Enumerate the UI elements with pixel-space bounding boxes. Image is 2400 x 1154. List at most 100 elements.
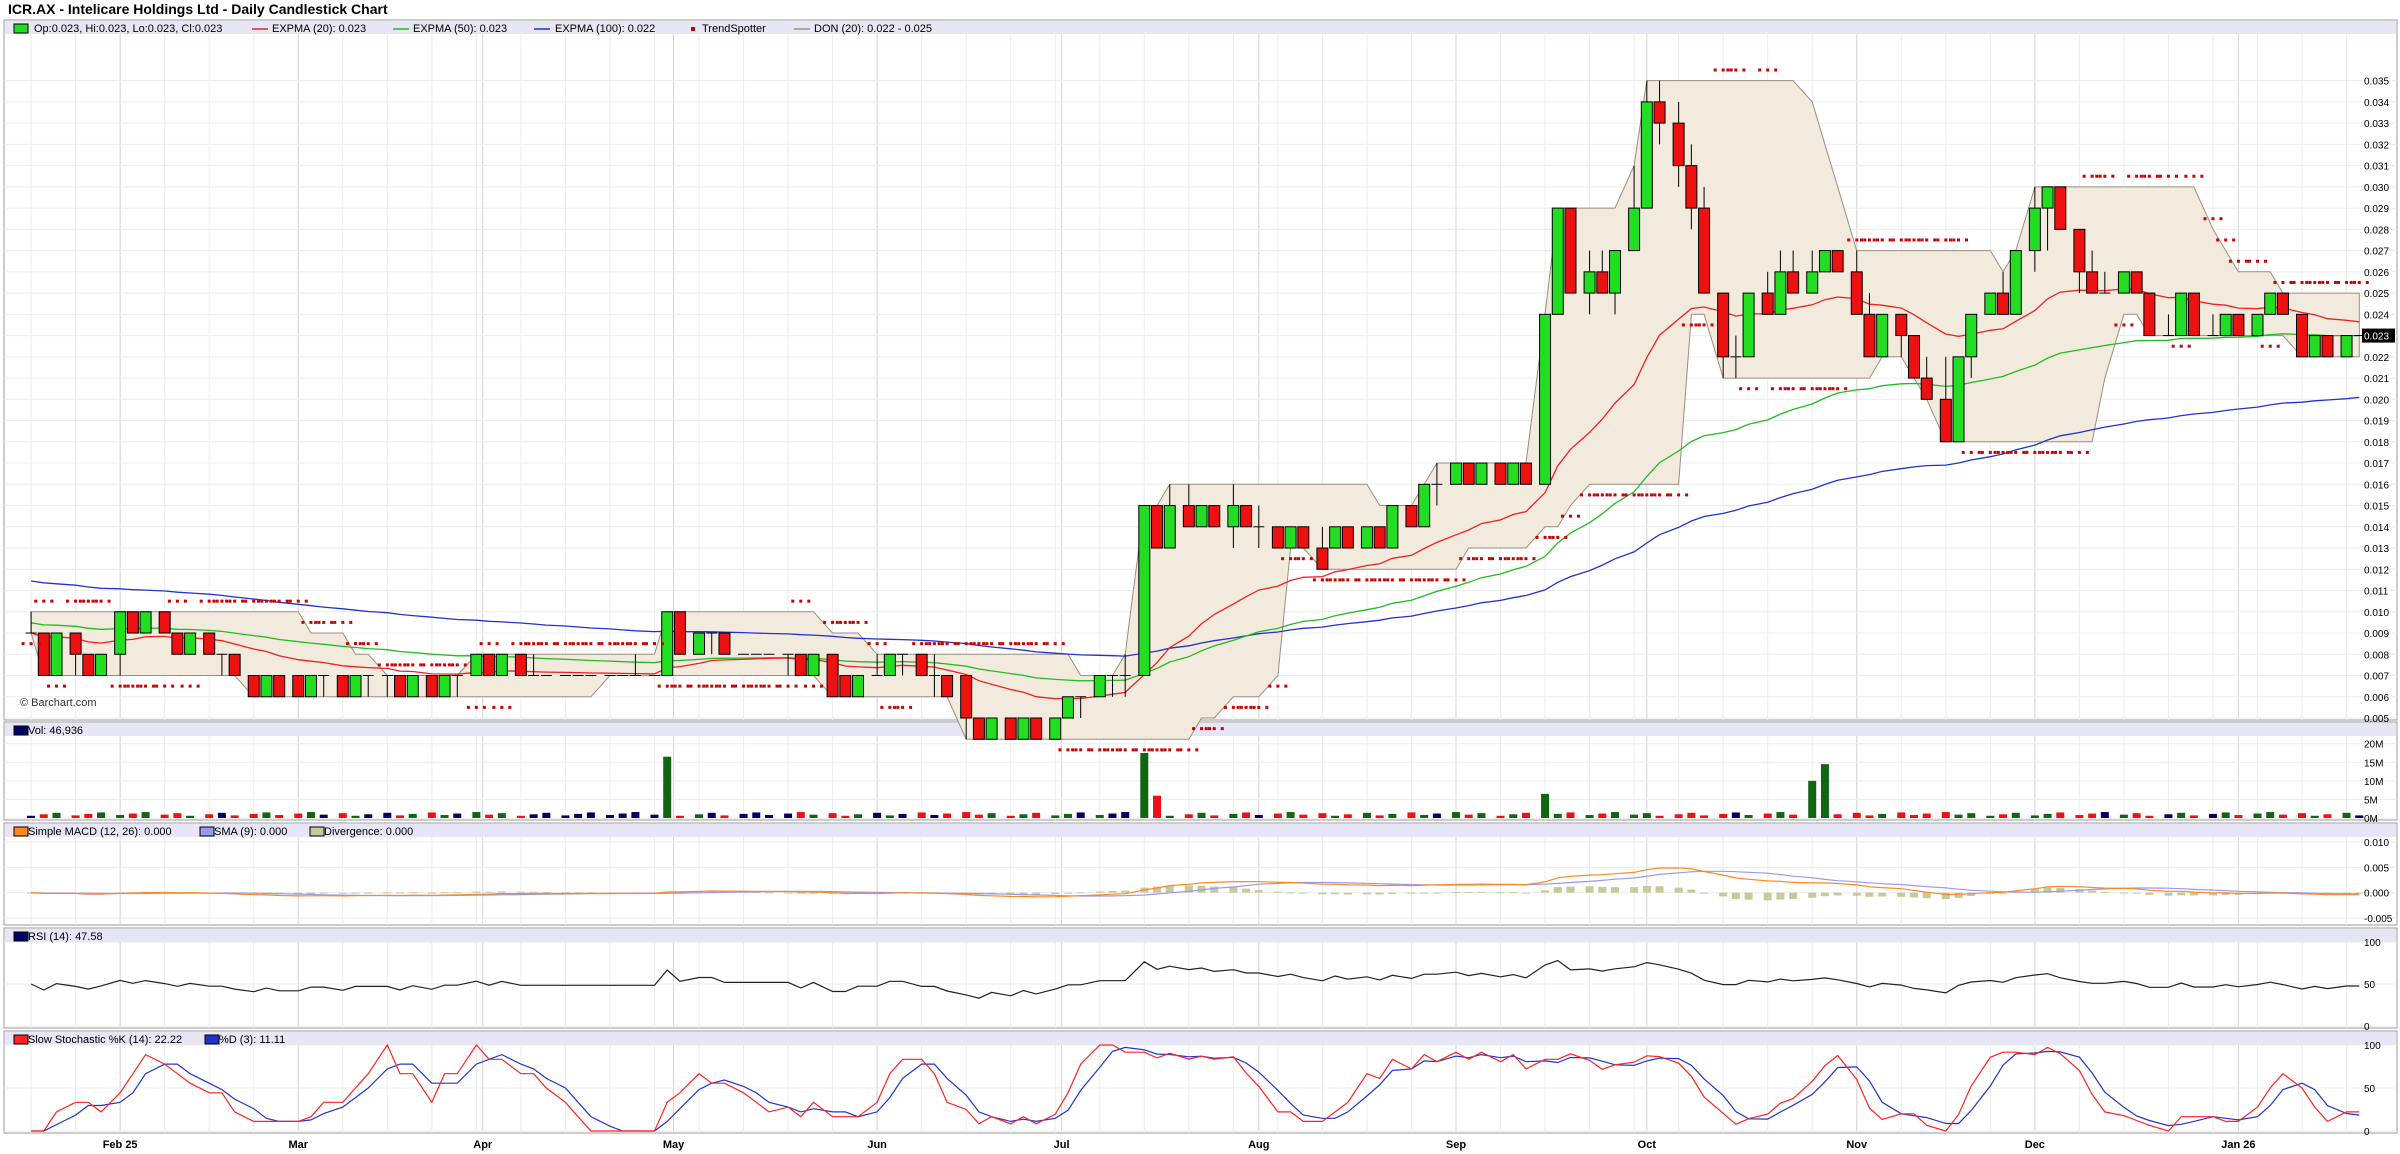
volume-bar (873, 812, 882, 818)
volume-bar (2355, 815, 2364, 818)
volume-bar (1897, 812, 1906, 818)
trendspotter-dot (1721, 68, 1725, 72)
trendspotter-dot (362, 642, 366, 646)
trendspotter-dot (2228, 259, 2232, 263)
trendspotter-dot (511, 642, 515, 646)
trendspotter-dot (1168, 748, 1172, 752)
volume-bar (854, 814, 863, 818)
trendspotter-dot (584, 642, 588, 646)
trendspotter-dot (1645, 493, 1649, 497)
trendspotter-dot (466, 705, 470, 709)
divergence-bar (796, 892, 805, 894)
candle-body (1806, 271, 1819, 294)
volume-bar (84, 813, 93, 818)
volume-bar (497, 813, 506, 818)
volume-bar (605, 815, 614, 818)
trendspotter-dot (2216, 238, 2220, 242)
candle-body (495, 653, 508, 677)
divergence-bar (1108, 890, 1117, 893)
volume-bar (974, 814, 983, 818)
candle-body (673, 611, 686, 655)
volume-bar (1808, 780, 1817, 818)
trendspotter-dot (990, 642, 994, 646)
legend-stochk: Slow Stochastic %K (14): 22.22 (28, 1034, 182, 1046)
candle-body (972, 717, 985, 740)
candle-body (2232, 313, 2245, 337)
trendspotter-dot (443, 663, 447, 667)
divergence-bar (2043, 887, 2052, 893)
volume-bar (1954, 814, 1963, 818)
trendspotter-dot (2187, 344, 2191, 348)
trendspotter-dot (1904, 238, 1908, 242)
divergence-bar (1731, 892, 1740, 900)
trendspotter-dot (354, 642, 358, 646)
trendspotter-dot (2122, 323, 2126, 327)
trendspotter-dot (1596, 493, 1600, 497)
trendspotter-dot (945, 642, 949, 646)
trendspotter-dot (1532, 557, 1536, 561)
vol-y-tick: 5M (2364, 795, 2378, 806)
trendspotter-dot (1341, 578, 1345, 582)
volume-bar (675, 815, 684, 818)
volume-bar (1585, 815, 1594, 818)
candle-body (1997, 292, 2010, 315)
rsi-y-tick: 50 (2364, 980, 2376, 991)
trendspotter-dot (1844, 387, 1848, 391)
trendspotter-dot (1074, 748, 1078, 752)
candle-body (483, 653, 496, 677)
trendspotter-dot (171, 684, 175, 688)
trendspotter-dot (1118, 748, 1122, 752)
trendspotter-dot (333, 620, 337, 624)
trendspotter-dot (2025, 450, 2029, 454)
divergence-bar (1095, 891, 1104, 893)
trendspotter-dot (1309, 557, 1313, 561)
candle-body (304, 675, 317, 698)
trendspotter-dot (508, 705, 512, 709)
y-tick-label: 0.018 (2364, 438, 2389, 449)
trendspotter-dot (1747, 387, 1751, 391)
volume-bar (1509, 814, 1518, 818)
trendspotter-dot (705, 684, 709, 688)
vol-y-tick: 20M (2364, 740, 2383, 751)
trendspotter-dots (21, 68, 2369, 752)
divergence-bar (1331, 892, 1340, 895)
trendspotter-dot (63, 684, 67, 688)
volume-bar (1032, 812, 1041, 818)
trendspotter-dot (856, 620, 860, 624)
trendspotter-dot (479, 642, 483, 646)
trendspotter-dot (430, 663, 434, 667)
volume-bar (1642, 813, 1651, 818)
volume-bar (1076, 812, 1085, 818)
volume-bar (2043, 813, 2052, 818)
trendspotter-dot (1297, 557, 1301, 561)
candle-body (1151, 505, 1164, 549)
trendspotter-dot (608, 642, 612, 646)
trendspotter-dot (1053, 642, 1057, 646)
volume-bar (1063, 813, 1072, 818)
trendspotter-dot (317, 620, 321, 624)
y-tick-label: 0.020 (2364, 395, 2389, 406)
candle-body (1761, 292, 1774, 315)
trendspotter-dot (1543, 535, 1547, 539)
trendspotter-dot (1071, 748, 1075, 752)
trendspotter-dot (718, 684, 722, 688)
trendspotter-dot (1446, 578, 1450, 582)
volume-bar (1165, 815, 1174, 818)
trendspotter-dot (2321, 280, 2325, 284)
volume-bar (1833, 814, 1842, 818)
candle-body (1449, 462, 1462, 485)
trendspotter-dot (228, 599, 232, 603)
trendspotter-dot (2066, 450, 2070, 454)
candle-body (839, 675, 852, 698)
trendspotter-dot (1880, 238, 1884, 242)
candle-body (1297, 526, 1310, 549)
trendspotter-dot (1422, 578, 1426, 582)
trendspotter-dot (1758, 68, 1762, 72)
volume-bar (1184, 814, 1193, 818)
trendspotter-dot (346, 642, 350, 646)
trendspotter-dot (2046, 450, 2050, 454)
volume-bar (2030, 815, 2039, 818)
trendspotter-dot (1640, 493, 1644, 497)
x-tick-label: Oct (1638, 1139, 1657, 1151)
trendspotter-dot (673, 684, 677, 688)
